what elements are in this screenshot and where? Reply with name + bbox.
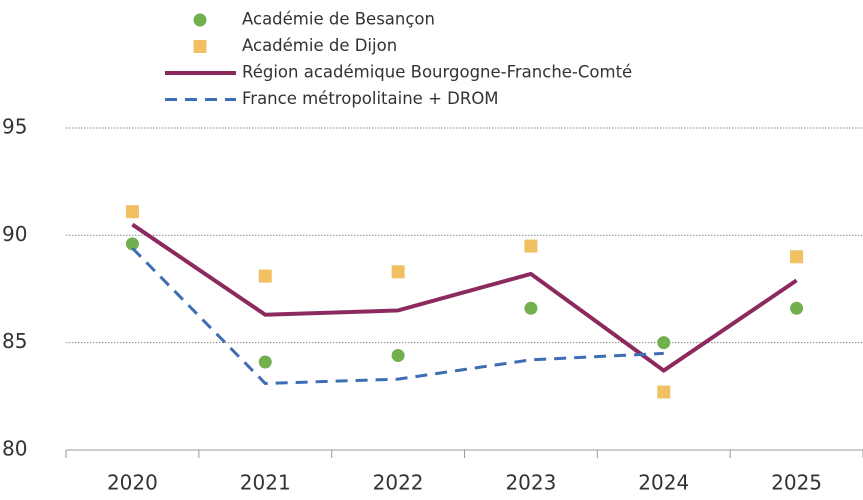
marker bbox=[258, 269, 272, 283]
marker bbox=[790, 301, 804, 315]
marker bbox=[524, 239, 538, 253]
x-tick-label: 2024 bbox=[638, 471, 689, 495]
x-tick-label: 2023 bbox=[505, 471, 556, 495]
legend-swatch bbox=[193, 13, 207, 27]
y-tick-label: 80 bbox=[2, 437, 27, 461]
legend-label: Académie de Dijon bbox=[242, 36, 397, 55]
x-tick-label: 2025 bbox=[771, 471, 822, 495]
x-tick-label: 2020 bbox=[107, 471, 158, 495]
y-tick-label: 90 bbox=[2, 222, 27, 246]
marker bbox=[391, 265, 405, 279]
series-line bbox=[131, 222, 798, 374]
y-tick-label: 95 bbox=[2, 114, 27, 138]
legend-swatch bbox=[193, 40, 207, 53]
x-tick-label: 2021 bbox=[240, 471, 291, 495]
marker bbox=[790, 250, 804, 264]
series-line bbox=[131, 247, 664, 385]
legend-label: Région académique Bourgogne-Franche-Comt… bbox=[242, 63, 632, 82]
marker bbox=[524, 301, 538, 315]
marker bbox=[391, 349, 405, 363]
legend-label: France métropolitaine + DROM bbox=[242, 89, 499, 108]
marker bbox=[657, 385, 671, 399]
marker bbox=[258, 355, 272, 369]
y-tick-label: 85 bbox=[2, 329, 27, 353]
legend-label: Académie de Besançon bbox=[242, 10, 435, 29]
marker bbox=[125, 237, 139, 251]
x-tick-label: 2022 bbox=[373, 471, 424, 495]
marker bbox=[657, 336, 671, 350]
marker bbox=[125, 205, 139, 219]
